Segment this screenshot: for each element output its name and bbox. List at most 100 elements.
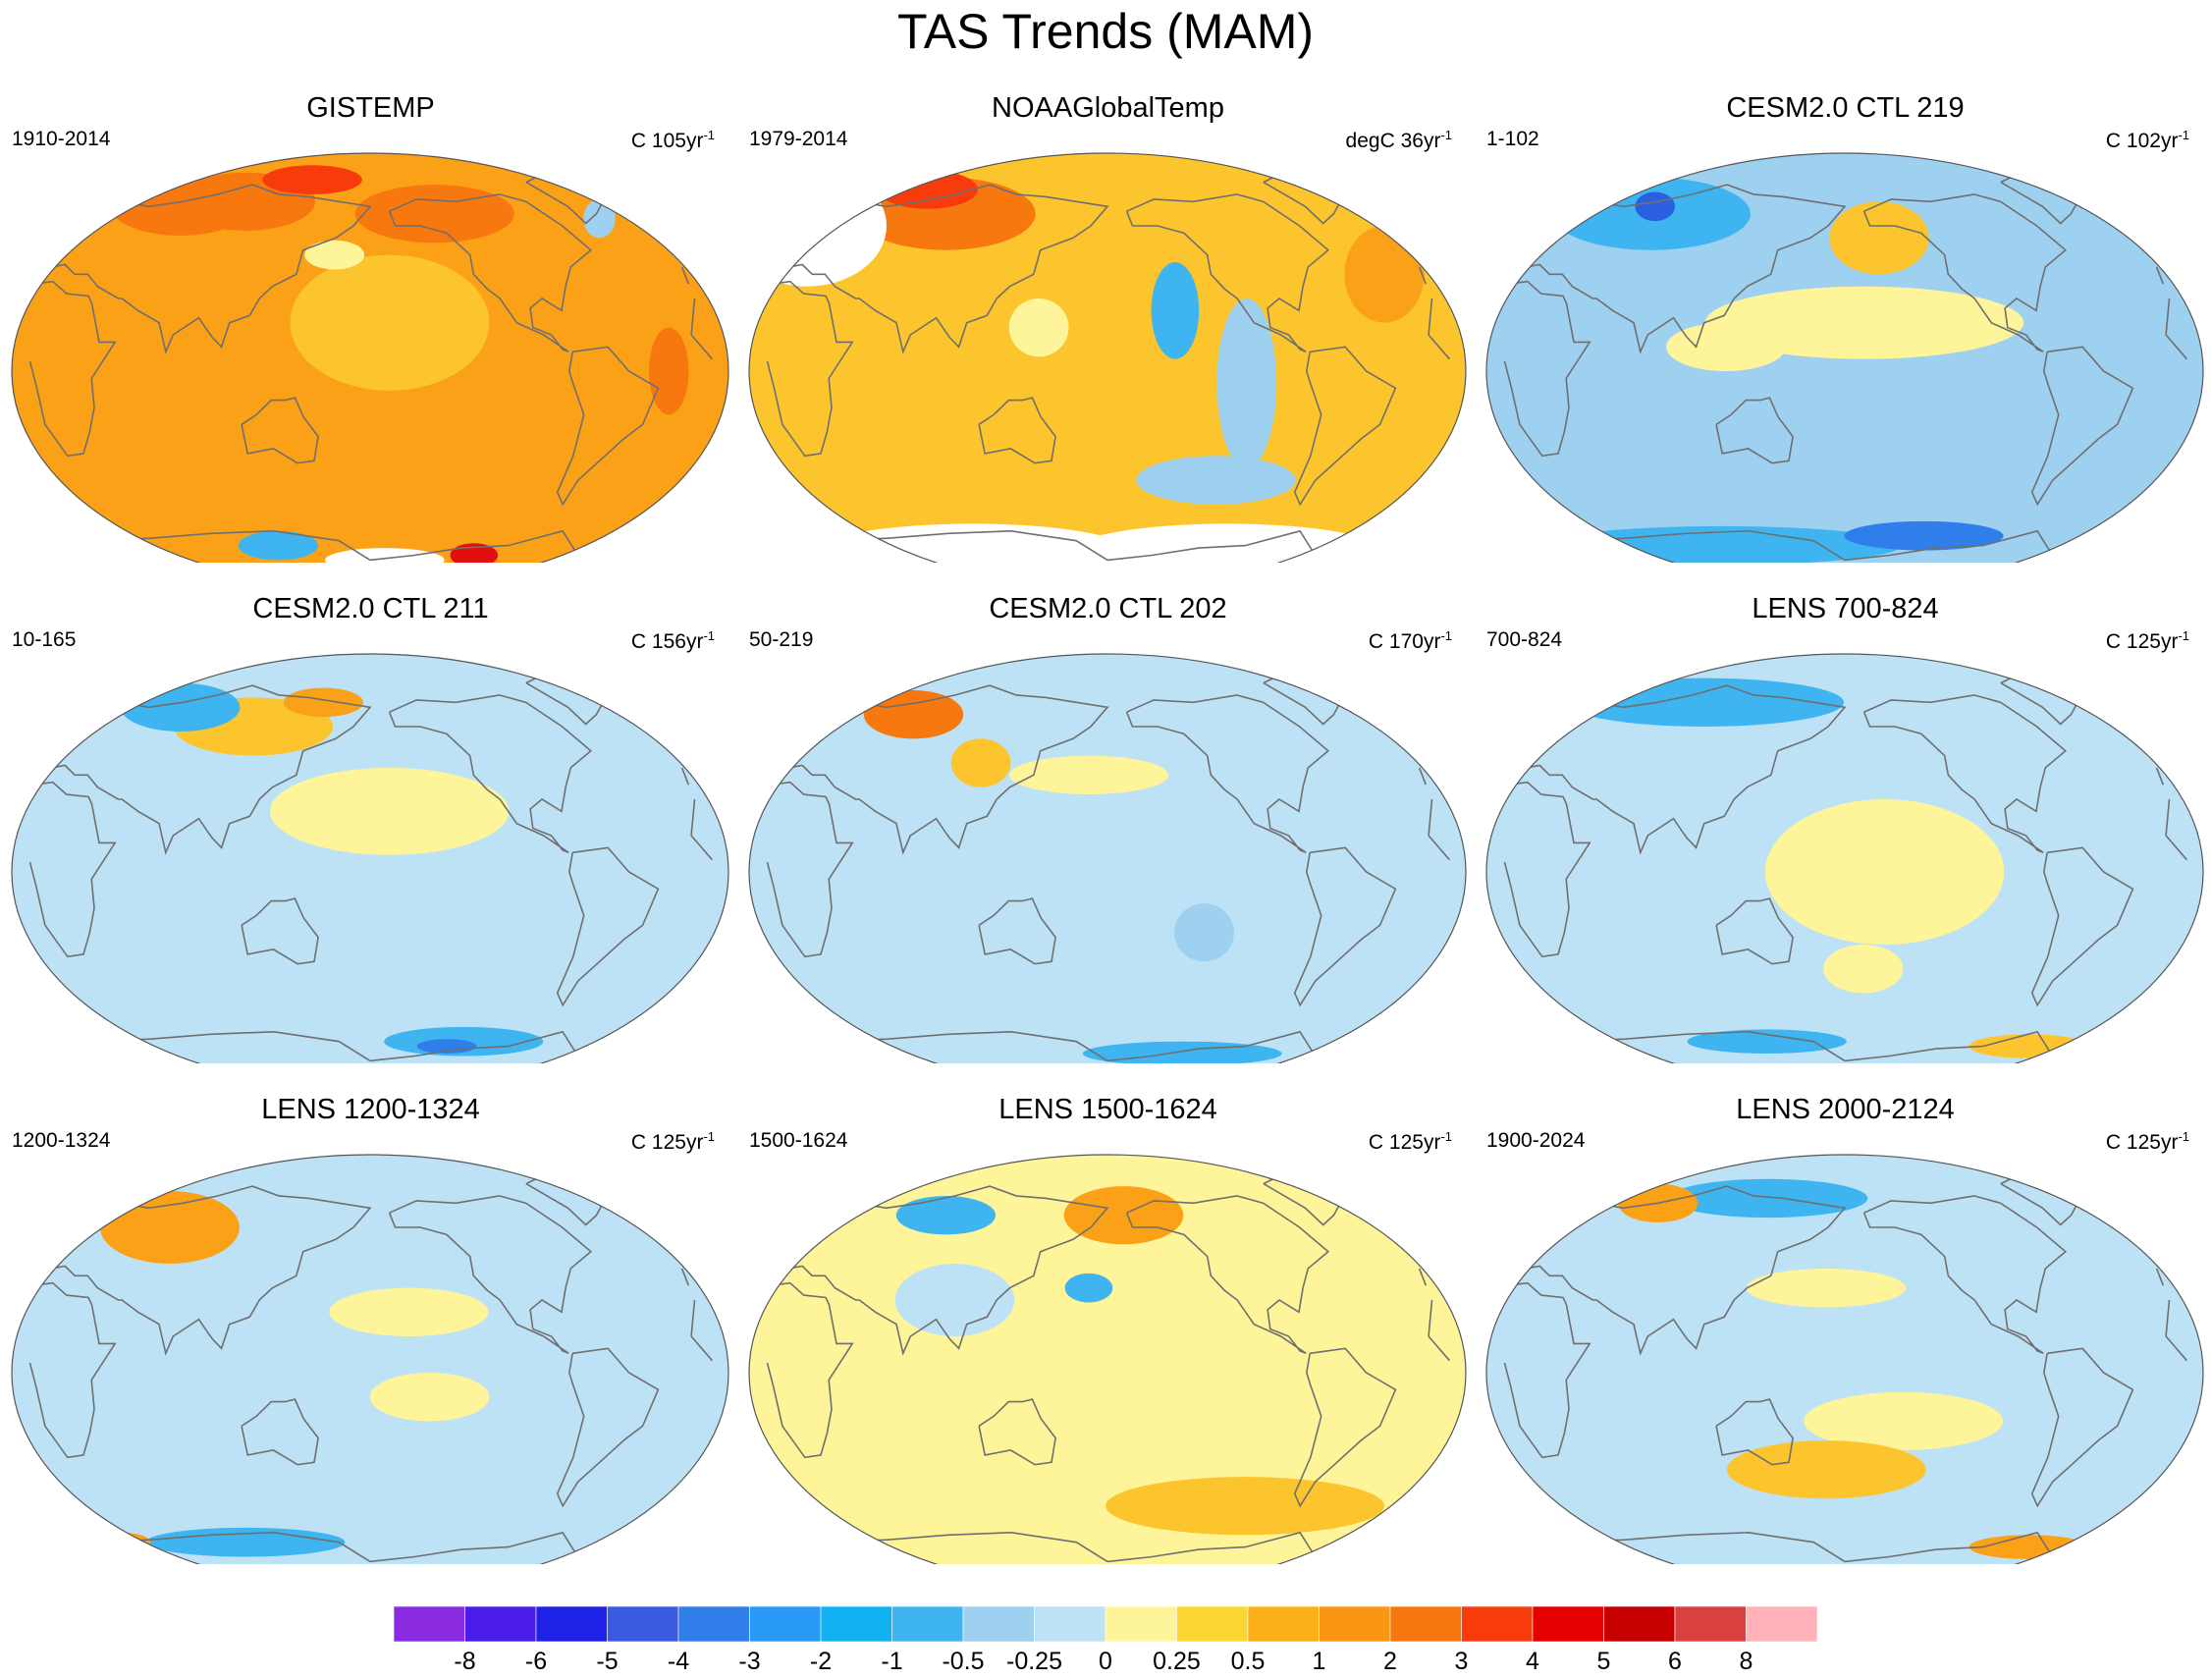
panel-period: 1910-2014 [12,128,111,150]
map-panel: GISTEMP 1910-2014 C 105yr-1 [2,91,739,563]
trend-patch [145,1527,346,1557]
trend-patch [1063,1186,1184,1245]
panel-title: LENS 700-824 [1752,593,1939,624]
trend-patch [1216,298,1277,468]
coastline-australia [1715,397,1794,464]
colorbar-box [891,1605,964,1643]
map-border [11,1154,729,1564]
coastline-eurasia [48,184,690,354]
trend-patch [1009,755,1169,794]
trend-patch [450,543,499,563]
map-svg [748,1154,1467,1564]
coastline-eurasia [48,684,690,855]
coastline-africa [28,781,714,958]
panel-period: 1-102 [1486,128,1539,150]
units-exponent: -1 [703,128,715,142]
map-border [1485,653,2204,1063]
map-svg [748,152,1467,563]
coastline-africa [766,1281,1451,1459]
coastline-australia [1715,1398,1794,1466]
trend-patch [99,1191,240,1264]
map-border [748,152,1467,563]
units-text: degC 36yr [1345,130,1441,152]
panel-units: C 125yr-1 [2106,1122,2189,1158]
colorbar-box [1746,1605,1818,1643]
trend-patch [270,767,510,855]
units-text: C 125yr [2105,630,2179,653]
coastline-africa [766,781,1451,958]
coastline-africa [1503,1281,2188,1459]
trend-patch [1726,1440,1926,1499]
map-svg [748,653,1467,1063]
panel-title: GISTEMP [306,92,435,124]
panel-title: CESM2.0 CTL 219 [1726,92,1965,124]
map-border [748,1154,1467,1564]
trend-patch [895,1196,997,1235]
trend-patch [329,1287,489,1336]
trend-patch [583,198,616,239]
panel-title: CESM2.0 CTL 211 [252,593,489,624]
panel-title: LENS 1200-1324 [261,1094,480,1125]
coastline-south-america [1293,346,1397,507]
trend-patch [1968,1034,2089,1058]
colorbar-box [535,1605,608,1643]
map-panel: CESM2.0 CTL 211 10-165 C 156yr-1 [2,592,739,1063]
colorbar-tick-label: -5 [596,1648,618,1675]
panel-title: CESM2.0 CTL 202 [989,593,1227,624]
panel-units: degC 36yr-1 [1346,121,1452,156]
colorbar-tick-label: 0.25 [1153,1648,1201,1675]
trend-patch [878,170,978,209]
coastline-africa [28,280,714,458]
trend-patch [1829,201,1929,275]
coastline-north-america [1862,193,2068,353]
trend-patch [648,327,689,415]
panel-title: NOAAGlobalTemp [992,92,1224,124]
colorbar-tick-label: -1 [881,1648,902,1675]
panel-title: LENS 2000-2124 [1736,1094,1955,1125]
units-text: C 105yr [630,130,704,152]
colorbar-box [464,1605,537,1643]
map-panel: LENS 2000-2124 1900-2024 C 125yr-1 [1477,1093,2211,1564]
coastline-eurasia [785,184,1428,354]
panel-units: C 170yr-1 [1369,622,1452,657]
panel-units: C 105yr-1 [631,121,715,156]
coastline-australia [241,897,319,965]
map-svg [1485,1154,2204,1564]
colorbar-box [1176,1605,1249,1643]
map-base-field [12,1155,728,1564]
panel-title: LENS 1500-1624 [998,1094,1217,1125]
panel-units: C 156yr-1 [631,622,715,657]
trend-patch [1635,191,1675,222]
coastline-australia [978,897,1056,965]
map-border [1485,152,2204,563]
map-svg [11,653,729,1063]
trend-patch [354,185,514,244]
map-base-field [749,153,1466,563]
figure-title: TAS Trends (MAM) [896,4,1315,59]
colorbar-box [677,1605,750,1643]
panel-period: 1900-2024 [1486,1129,1586,1152]
colorbar-tick-label: 8 [1740,1648,1753,1675]
colorbar-tick-label: 2 [1383,1648,1397,1675]
colorbar-tick-label: -0.5 [942,1648,984,1675]
coastline-eurasia [1523,184,2165,354]
trend-patch [1668,1178,1868,1219]
panel-period: 1979-2014 [749,128,848,150]
coastline-australia [241,1398,319,1466]
trend-patch [304,240,365,270]
trend-patch [369,1373,490,1422]
trend-patch [1151,262,1200,359]
trend-patch [1968,1535,2089,1559]
colorbar-tick-label: -4 [668,1648,689,1675]
coastline-eurasia [48,1185,690,1356]
trend-patch [1666,322,1786,371]
colorbar-tick-label: -2 [810,1648,832,1675]
panel-period: 1500-1624 [749,1129,848,1152]
trend-patch [1746,1269,1906,1308]
colorbar-tick-label: 4 [1526,1648,1539,1675]
trend-patch [1823,945,1904,994]
colorbar-tick-label: 0.5 [1231,1648,1266,1675]
coastline-africa [766,280,1451,458]
coastline-south-america [556,1347,660,1508]
colorbar-tick-label: 5 [1597,1648,1611,1675]
